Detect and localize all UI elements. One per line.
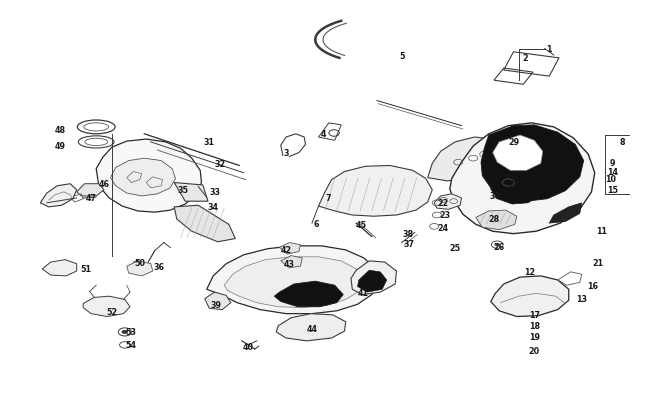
Text: 36: 36: [154, 262, 164, 271]
Polygon shape: [96, 140, 202, 213]
Text: 2: 2: [523, 54, 528, 63]
Text: 54: 54: [126, 341, 136, 350]
Text: 11: 11: [596, 226, 606, 235]
Text: 51: 51: [81, 265, 91, 274]
Text: 33: 33: [209, 188, 220, 197]
Text: 7: 7: [326, 194, 331, 203]
Polygon shape: [205, 292, 231, 310]
Text: 45: 45: [356, 220, 366, 229]
Text: 5: 5: [399, 51, 404, 60]
Text: 40: 40: [243, 342, 254, 351]
Polygon shape: [491, 175, 538, 205]
Text: 34: 34: [208, 203, 218, 212]
Text: 26: 26: [493, 243, 505, 252]
Polygon shape: [318, 166, 432, 217]
Text: 29: 29: [508, 138, 519, 147]
Text: 17: 17: [529, 311, 539, 320]
Text: 42: 42: [280, 246, 292, 255]
Text: 30: 30: [490, 192, 501, 201]
Text: 28: 28: [488, 214, 500, 223]
Text: 32: 32: [214, 160, 226, 168]
Text: 37: 37: [404, 239, 415, 248]
Text: 6: 6: [313, 219, 318, 228]
Polygon shape: [450, 124, 595, 234]
Polygon shape: [434, 194, 462, 210]
Polygon shape: [174, 183, 208, 202]
Polygon shape: [493, 136, 543, 171]
Polygon shape: [111, 159, 176, 196]
Polygon shape: [280, 243, 300, 254]
Polygon shape: [276, 314, 346, 341]
Polygon shape: [274, 281, 343, 307]
Text: 8: 8: [620, 138, 625, 147]
Text: 46: 46: [99, 180, 109, 189]
Polygon shape: [428, 138, 508, 181]
Text: 16: 16: [588, 281, 598, 290]
Text: 39: 39: [211, 300, 221, 309]
Text: 12: 12: [524, 268, 536, 277]
Polygon shape: [224, 257, 363, 308]
Circle shape: [122, 330, 128, 334]
Text: 49: 49: [55, 141, 65, 150]
Text: 27: 27: [508, 180, 519, 189]
Text: 52: 52: [106, 307, 118, 316]
Polygon shape: [481, 126, 584, 202]
Text: 9: 9: [610, 158, 615, 167]
Polygon shape: [491, 276, 569, 317]
Text: 44: 44: [307, 324, 317, 333]
Text: 22: 22: [437, 199, 449, 208]
Text: 18: 18: [528, 321, 540, 330]
Text: 53: 53: [126, 327, 136, 336]
Polygon shape: [42, 260, 77, 276]
Polygon shape: [77, 184, 104, 196]
Polygon shape: [358, 271, 387, 292]
Polygon shape: [351, 261, 396, 295]
Text: 38: 38: [402, 230, 414, 239]
Text: 1: 1: [547, 45, 552, 54]
Polygon shape: [40, 184, 77, 207]
Circle shape: [495, 243, 500, 247]
Polygon shape: [174, 206, 235, 242]
Text: 24: 24: [437, 223, 449, 232]
Polygon shape: [281, 256, 302, 268]
Text: 19: 19: [529, 333, 539, 341]
Polygon shape: [476, 211, 517, 230]
Text: 21: 21: [592, 258, 604, 267]
Polygon shape: [127, 261, 153, 276]
Text: 13: 13: [577, 294, 587, 303]
Text: 20: 20: [528, 346, 540, 355]
Polygon shape: [549, 203, 582, 224]
Text: 47: 47: [86, 193, 96, 202]
Text: 43: 43: [284, 260, 294, 269]
Text: 35: 35: [178, 186, 188, 195]
Text: 14: 14: [607, 168, 618, 177]
Polygon shape: [83, 296, 130, 317]
Text: 3: 3: [283, 149, 289, 158]
Text: 31: 31: [204, 138, 214, 147]
Polygon shape: [207, 246, 378, 314]
Text: 23: 23: [439, 211, 451, 220]
Text: 4: 4: [320, 130, 326, 139]
Text: 25: 25: [449, 243, 461, 252]
Text: 15: 15: [607, 185, 618, 194]
Text: 10: 10: [606, 175, 616, 183]
Text: 50: 50: [135, 258, 145, 267]
Text: 48: 48: [54, 126, 66, 135]
Text: 41: 41: [358, 288, 368, 297]
